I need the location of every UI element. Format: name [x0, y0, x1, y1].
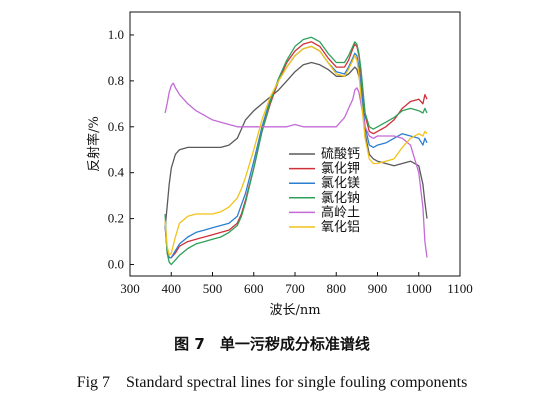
series-line-4: [164, 82, 428, 258]
y-tick-label: 1.0: [108, 27, 124, 42]
y-tick-label: 0.4: [108, 165, 125, 180]
x-tick-label: 300: [120, 281, 140, 296]
x-tick-label: 1000: [406, 281, 432, 296]
x-tick-label: 700: [285, 281, 305, 296]
y-axis: 0.0 0.2 0.4 0.6 0.8 1.0: [108, 27, 134, 272]
legend-label-0: 硫酸钙: [321, 147, 360, 162]
y-tick-label: 0.6: [108, 119, 125, 134]
x-tick-label: 900: [368, 281, 388, 296]
series-line-2: [164, 45, 428, 259]
series-lines: [164, 36, 428, 266]
y-tick-label: 0.2: [108, 211, 124, 226]
y-axis-label: 反射率/%: [86, 116, 102, 172]
x-tick-label: 800: [327, 281, 347, 296]
y-tick-label: 0.0: [108, 257, 124, 272]
series-line-1: [164, 41, 428, 259]
legend-label-5: 氧化铝: [321, 220, 360, 235]
x-tick-label: 1100: [447, 281, 473, 296]
spectral-chart: 300 400 500 600 700 800 900 1000 1100 0.00.20.40…: [86, 11, 473, 318]
x-tick-label: 500: [203, 281, 223, 296]
series-line-3: [164, 36, 428, 266]
series-line-5: [164, 45, 428, 256]
legend-label-3: 氯化钠: [321, 191, 360, 206]
figure-caption-cn: 图 7 单一污秽成分标准谱线: [174, 335, 370, 353]
x-axis-label: 波长/nm: [269, 303, 320, 318]
y-tick-label: 0.8: [108, 73, 124, 88]
x-tick-label: 400: [162, 281, 182, 296]
x-tick-label: 600: [244, 281, 264, 296]
series-line-0: [164, 61, 428, 228]
figure-caption-en: Fig 7 Standard spectral lines for single…: [76, 374, 468, 391]
legend-label-2: 氯化镁: [321, 176, 360, 191]
legend-label-4: 高岭土: [321, 204, 360, 220]
x-axis: 300 400 500 600 700 800 900 1000 1100: [120, 272, 473, 296]
legend-label-1: 氯化钾: [321, 162, 360, 177]
